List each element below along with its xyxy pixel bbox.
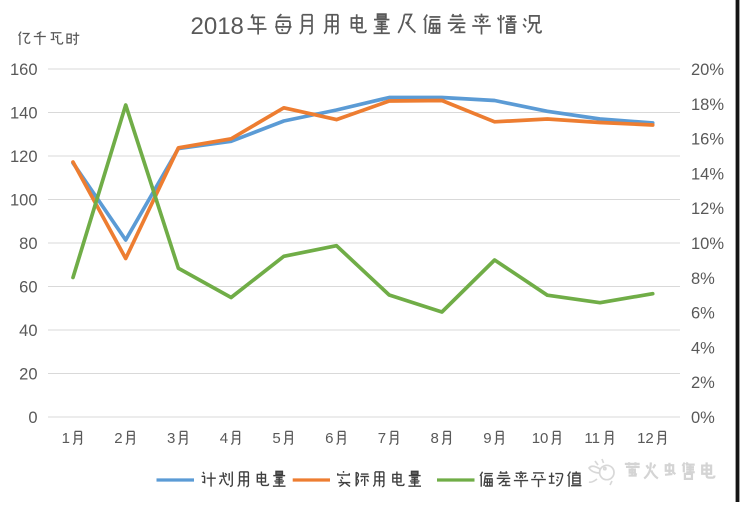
svg-text:5: 5 (272, 430, 280, 447)
svg-text:40: 40 (19, 322, 37, 340)
svg-text:20%: 20% (691, 61, 724, 79)
svg-text:2018: 2018 (191, 13, 244, 40)
svg-text:4%: 4% (691, 339, 715, 357)
svg-text:1: 1 (62, 430, 70, 447)
svg-text:12%: 12% (691, 200, 724, 218)
svg-text:20: 20 (19, 366, 37, 384)
svg-text:11: 11 (584, 430, 600, 447)
svg-text:2%: 2% (691, 374, 715, 392)
svg-text:160: 160 (10, 61, 38, 79)
svg-text:0%: 0% (691, 409, 715, 427)
svg-text:2: 2 (114, 430, 122, 447)
svg-text:10%: 10% (691, 235, 724, 253)
svg-text:60: 60 (19, 279, 37, 297)
svg-text:3: 3 (167, 430, 175, 447)
svg-text:120: 120 (10, 148, 38, 166)
svg-text:7: 7 (378, 430, 386, 447)
svg-text:0: 0 (28, 409, 37, 427)
svg-text:4: 4 (220, 430, 228, 447)
svg-text:140: 140 (10, 105, 38, 123)
svg-text:10: 10 (532, 430, 549, 447)
svg-text:6: 6 (325, 430, 333, 447)
svg-text:18%: 18% (691, 96, 724, 114)
svg-text:12: 12 (637, 430, 654, 447)
svg-text:14%: 14% (691, 165, 724, 183)
svg-text:8: 8 (431, 430, 439, 447)
svg-text:80: 80 (19, 235, 37, 253)
svg-text:16%: 16% (691, 131, 724, 149)
svg-text:8%: 8% (691, 270, 715, 288)
svg-text:100: 100 (10, 192, 38, 210)
svg-text:9: 9 (483, 430, 491, 447)
svg-text:6%: 6% (691, 305, 715, 323)
